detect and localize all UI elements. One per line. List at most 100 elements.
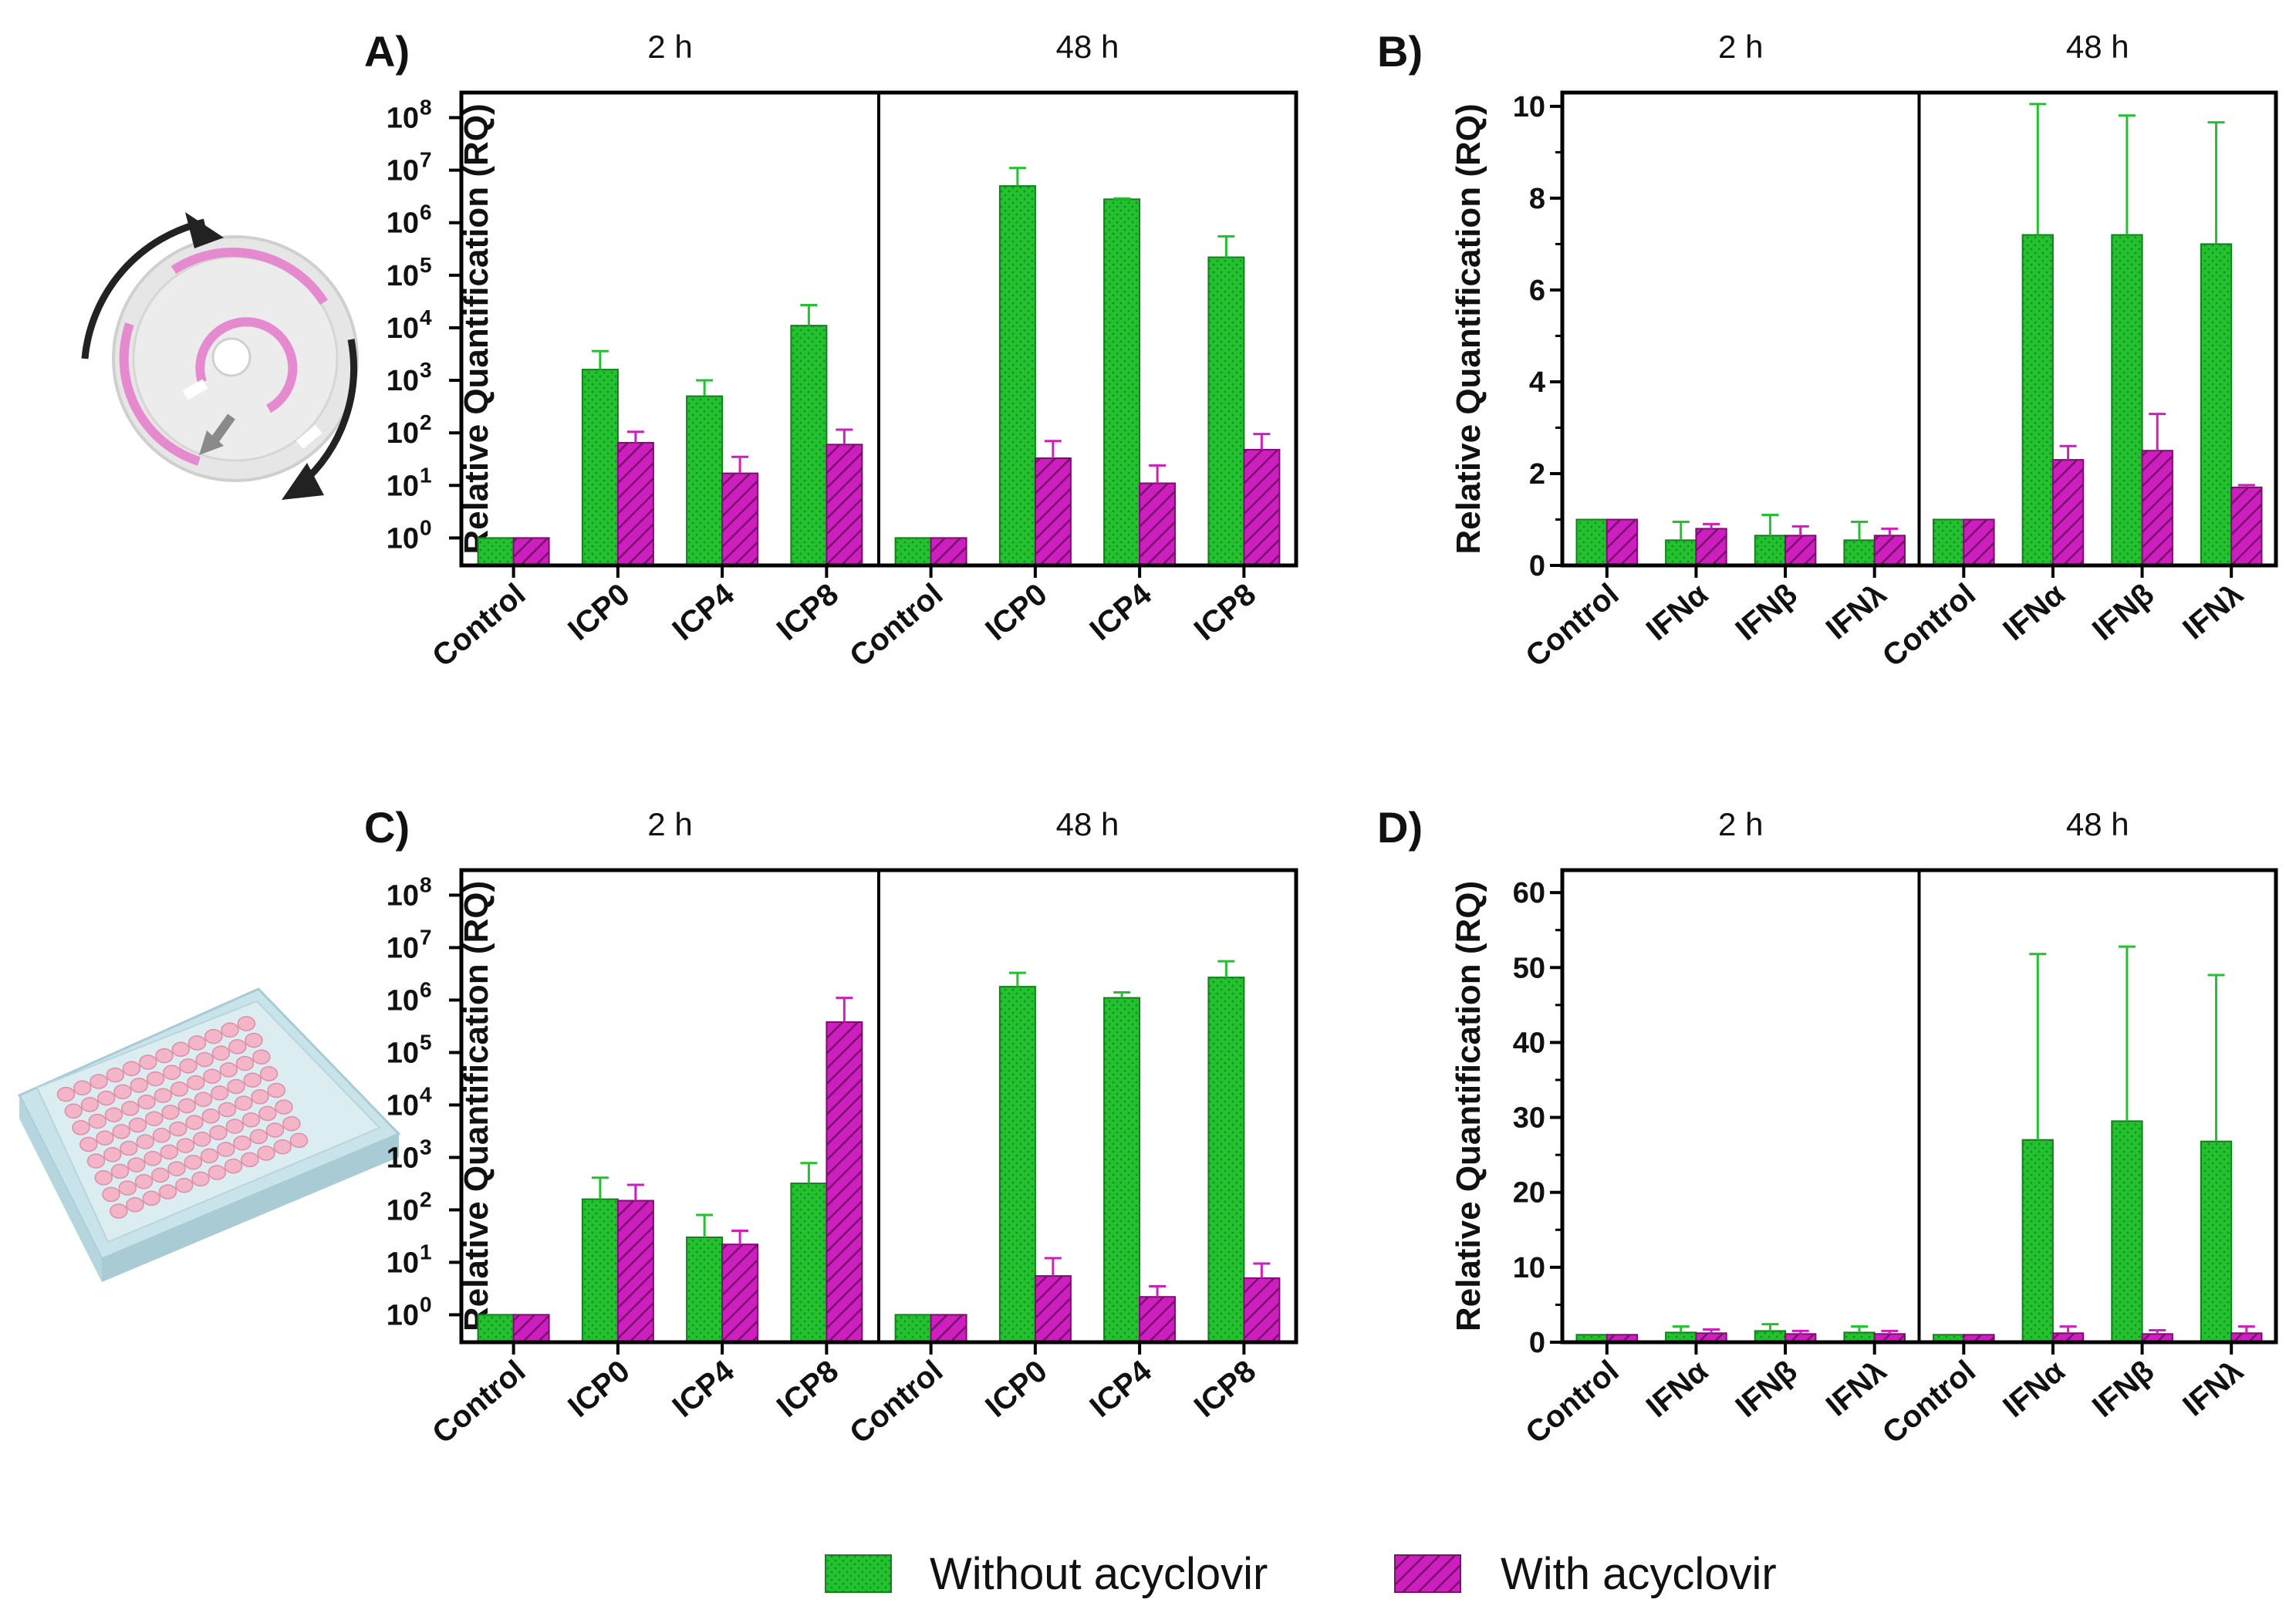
y-tick-label: 10 [387,1142,419,1174]
well [177,1098,197,1114]
y-tick-label: 8 [1529,183,1545,215]
bar [1784,535,1817,566]
well [227,1078,245,1095]
well [56,1086,76,1102]
well [179,1058,198,1074]
y-tick-label: 10 [387,312,419,345]
x-tick-label: ICP8 [771,1354,845,1424]
bar [2141,450,2173,567]
well [237,1016,256,1031]
x-tick-label: IFNβ [1729,577,1803,647]
well [128,1117,147,1133]
well [122,1061,141,1077]
bar [1207,977,1245,1343]
y-tick-exponent: 0 [420,515,432,539]
well [217,1142,235,1157]
y-tick-exponent: 7 [420,148,432,172]
y-tick-exponent: 4 [420,305,432,329]
well [72,1120,90,1135]
timepoint-label: 48 h [2066,29,2129,65]
well [175,1177,194,1193]
bar [2200,243,2233,566]
well [139,1054,157,1070]
timepoint-label: 48 h [2066,806,2129,842]
timepoint-label: 2 h [1718,29,1763,65]
y-tick-exponent: 7 [420,925,432,949]
bar [1963,518,1995,566]
bar [2111,1120,2143,1344]
bar [2111,234,2143,566]
well [151,1167,170,1183]
legend-swatch-with [1394,1554,1461,1593]
bar [2200,1140,2233,1343]
well [126,1196,144,1213]
well [104,1107,123,1122]
well [245,1032,263,1048]
bar [1606,518,1639,566]
bar [1873,535,1906,566]
y-tick-exponent: 8 [420,95,432,119]
x-tick-label: ICP4 [1083,1354,1158,1424]
well [259,1066,279,1081]
well [187,1035,207,1051]
y-tick-label: 10 [387,470,419,502]
y-tick-label: 10 [387,984,419,1017]
well [195,1051,214,1068]
x-tick-label: Control [843,577,949,673]
well [73,1080,92,1096]
y-axis-label: Relative Quantification (RQ) [458,103,495,554]
well [282,1115,301,1132]
bar [930,1314,967,1344]
bar [477,537,515,567]
x-tick-label: IFNα [1640,1354,1715,1424]
bar [581,369,619,566]
y-tick-label: 10 [387,1037,419,1069]
bar [1575,518,1608,566]
y-axis-label: Relative Quantification (RQ) [1450,881,1487,1331]
well [169,1121,187,1137]
bar [1103,997,1141,1343]
bar [1139,1296,1177,1343]
y-tick-label: 10 [387,417,419,450]
chart-panel-b: B) 2 h 48 h 0 2 4 6 8 10 Relative Quantification … [1377,27,2278,673]
bar [512,537,550,567]
bar [1665,539,1697,566]
bar [998,185,1036,566]
y-tick-label: 0 [1529,1327,1545,1359]
y-tick-exponent: 8 [420,872,432,896]
bar [721,472,759,566]
bar [512,1314,550,1344]
well [193,1132,211,1147]
well [201,1108,221,1124]
y-tick-label: 10 [387,879,419,912]
well [252,1049,271,1065]
bar [1695,528,1727,567]
y-tick-exponent: 6 [420,201,432,224]
well [170,1081,189,1097]
bar [894,537,932,567]
well [96,1130,114,1146]
y-tick-label: 10 [387,1089,419,1122]
well [187,1075,205,1091]
well [265,1122,285,1138]
well [224,1158,243,1174]
well [89,1074,108,1089]
well [191,1171,210,1187]
x-tick-label: Control [1876,577,1982,673]
x-tick-label: IFNλ [2176,1354,2250,1422]
well [163,1065,181,1081]
well [161,1105,180,1120]
well [118,1180,137,1196]
legend-label-without: Without acyclovir [930,1549,1268,1599]
well [110,1203,128,1219]
well [167,1161,186,1176]
disc-illustration [81,212,359,500]
y-tick-label: 10 [387,1247,419,1279]
y-tick-label: 20 [1513,1177,1545,1210]
well [289,1132,309,1149]
y-tick-label: 10 [387,932,419,964]
y-tick-label: 10 [387,102,419,134]
well [86,1153,106,1169]
panel-label: A) [364,27,410,76]
